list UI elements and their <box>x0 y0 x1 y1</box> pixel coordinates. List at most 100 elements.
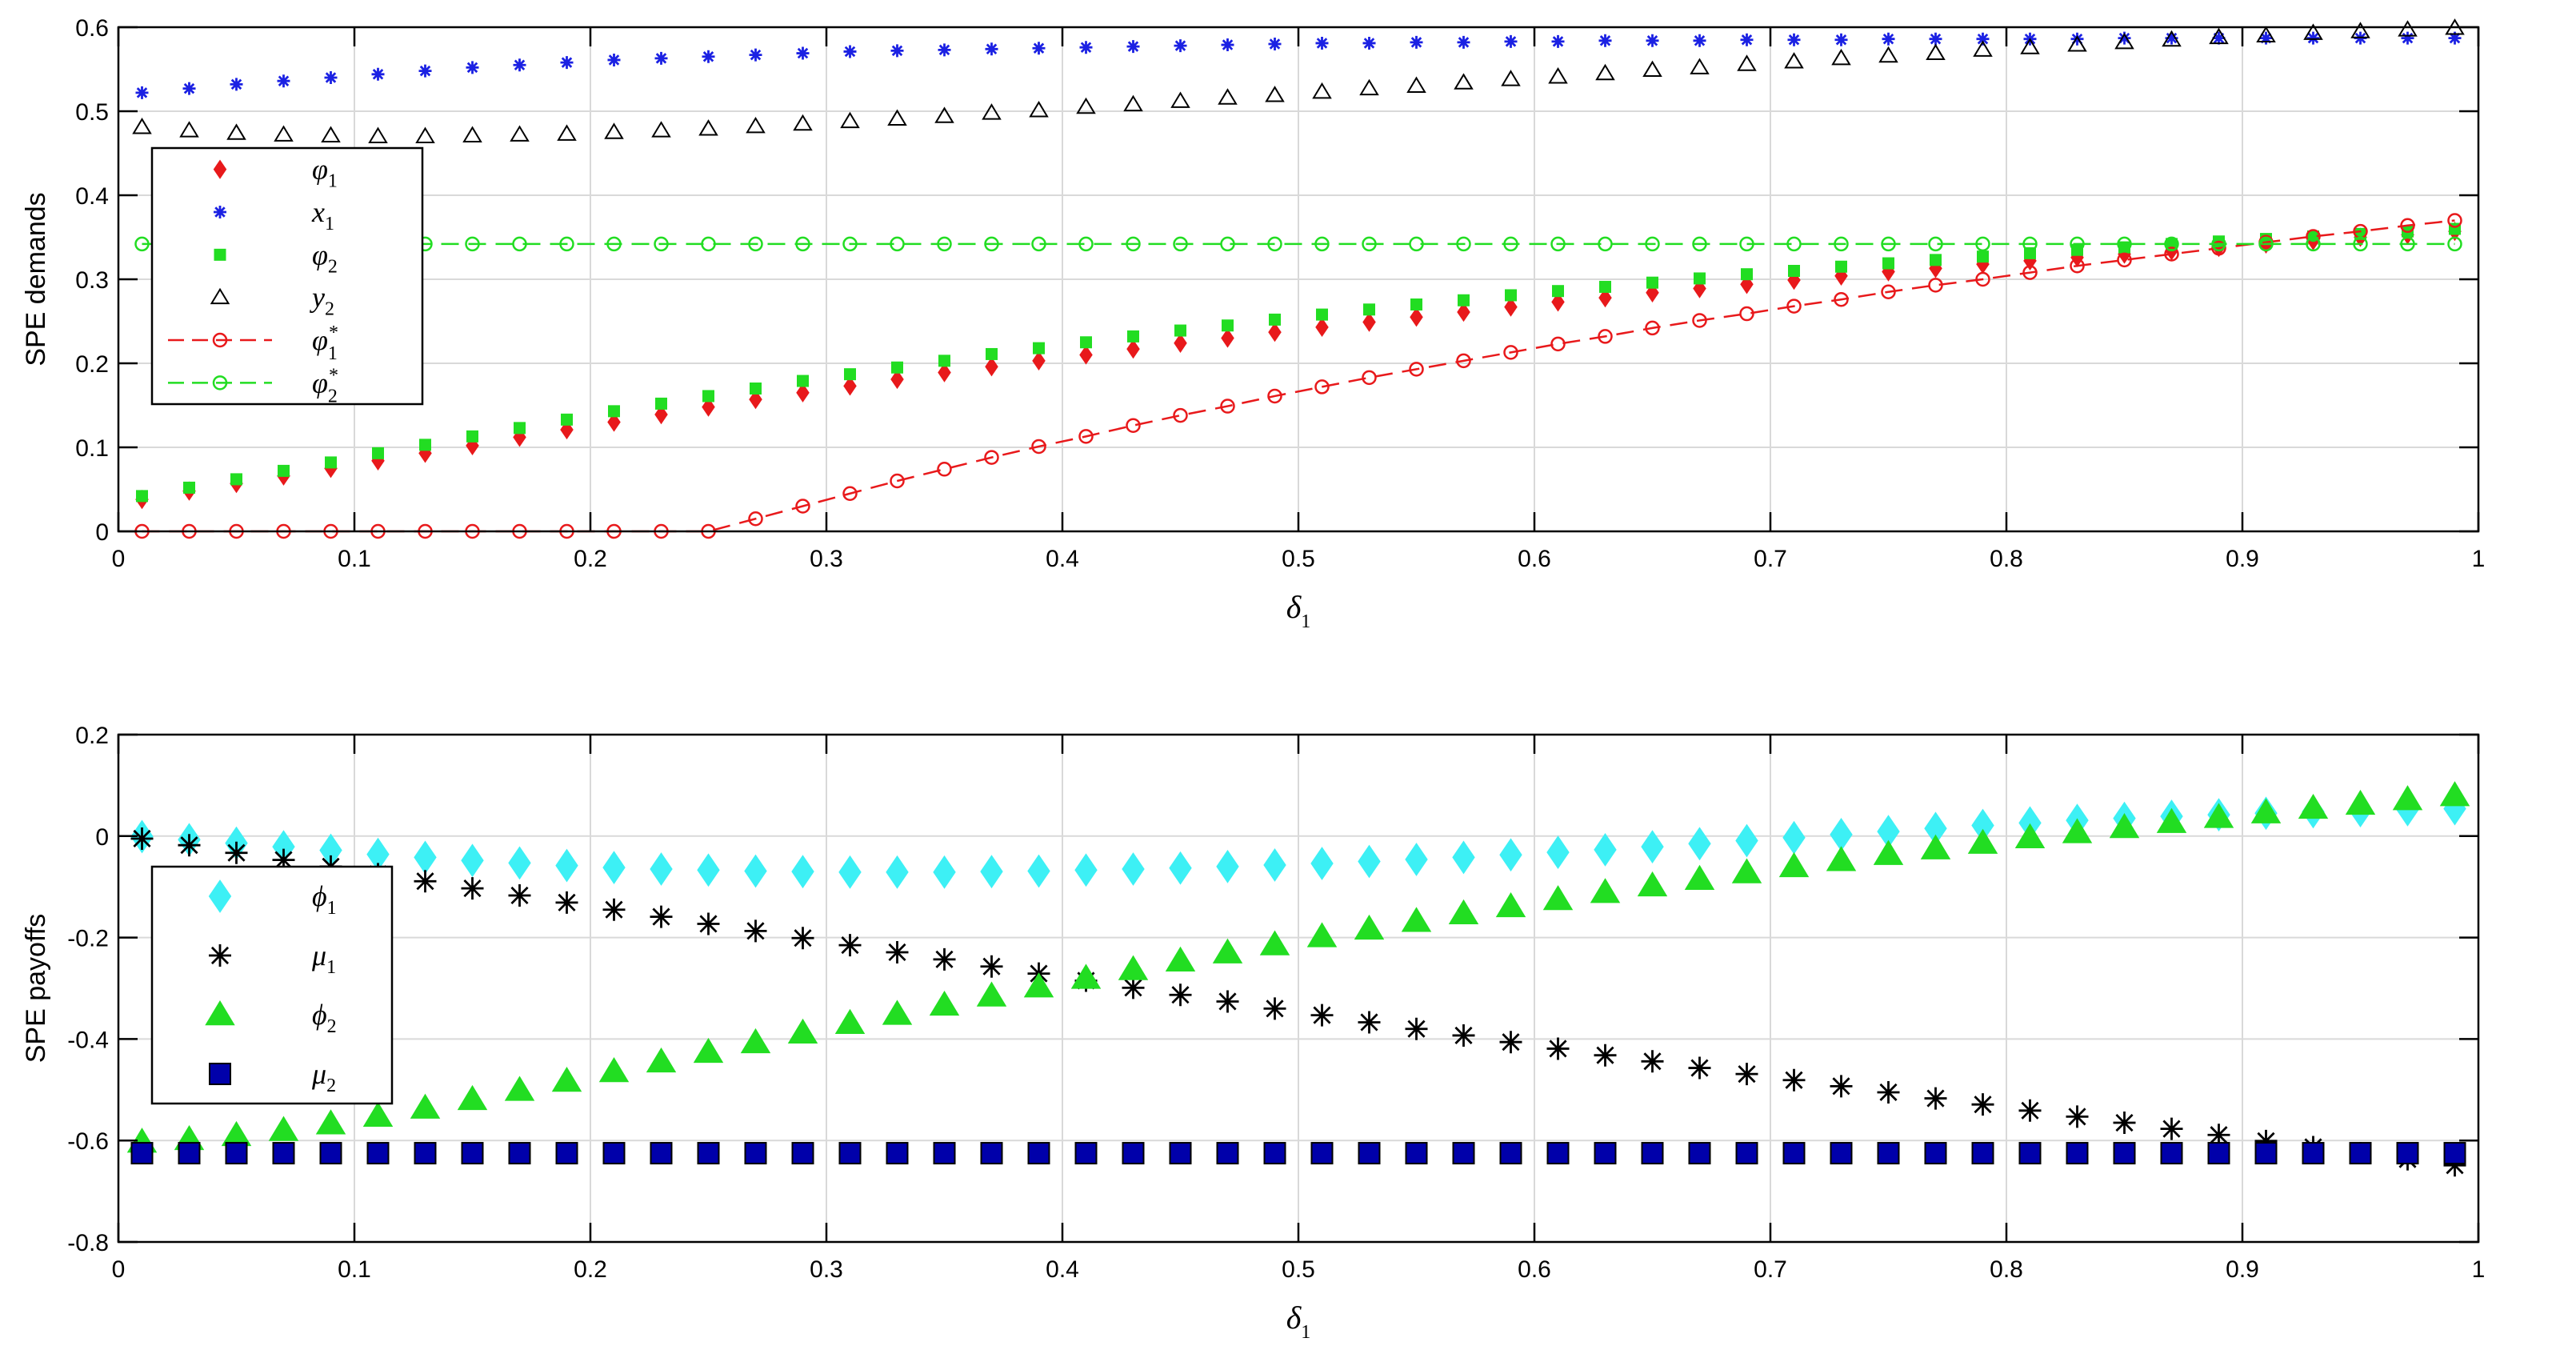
demands-series-1-point <box>1221 38 1234 52</box>
demands-series-4-point <box>748 511 763 527</box>
payoffs-x-tick-label: 0.2 <box>574 1256 607 1283</box>
demands-series-0-point <box>985 357 998 377</box>
payoffs-x-tick-label: 1 <box>2472 1256 2486 1283</box>
demands-series-4-point <box>1598 329 1613 344</box>
demands-series-5-point <box>890 236 905 252</box>
demands-series-1-point <box>466 61 479 74</box>
payoffs-x-axis-label-sub: 1 <box>1301 1322 1310 1343</box>
payoffs-series-2-point <box>976 981 1007 1007</box>
payoffs-series-1-point <box>272 848 295 871</box>
payoffs-series-2-point <box>1354 914 1385 940</box>
payoffs-series-0-point <box>650 852 673 886</box>
payoffs-series-3-point <box>414 1142 437 1165</box>
demands-series-0-point <box>654 404 668 425</box>
demands-series-5-point <box>1031 236 1046 252</box>
payoffs-series-3-point <box>838 1142 862 1165</box>
payoffs-legend-label-2: ϕ2 <box>312 999 337 1037</box>
demands-series-1-point <box>1079 41 1093 54</box>
demands-series-4-point <box>1928 278 1943 293</box>
payoffs-series-1-point <box>2018 1099 2042 1122</box>
payoffs-series-3-point <box>130 1142 154 1165</box>
demands-series-3-point <box>462 126 482 142</box>
demands-series-2-point <box>325 456 337 469</box>
payoffs-series-2-point <box>1259 930 1290 955</box>
demands-series-1-point <box>371 67 385 81</box>
payoffs-series-2-point <box>1873 839 1904 865</box>
payoffs-series-2-point <box>2250 798 2282 823</box>
demands-y-axis-label: SPE demands <box>21 192 51 366</box>
demands-series-1-point <box>702 50 715 63</box>
demands-series-0-point <box>890 369 904 390</box>
demands-series-1-point <box>2070 32 2084 46</box>
demands-series-2-point <box>655 397 667 410</box>
demands-series-3-point <box>1170 91 1190 108</box>
payoffs-series-0-point <box>1074 853 1098 887</box>
payoffs-series-3-point <box>1594 1142 1617 1165</box>
demands-series-1-point <box>277 74 290 88</box>
demands-series-3-point <box>179 121 199 138</box>
demands-series-0-point <box>749 390 762 410</box>
payoffs-series-2-point <box>598 1057 630 1083</box>
demands-series-1-point <box>135 86 149 99</box>
payoffs-series-1-point <box>1546 1037 1570 1060</box>
payoffs-series-2 <box>126 781 2470 1153</box>
payoffs-series-3-point <box>1641 1142 1664 1165</box>
demands-y-tick-label: 0.3 <box>75 267 109 294</box>
demands-series-0-point <box>1551 292 1565 312</box>
payoffs-series-2-point <box>1165 946 1196 972</box>
payoffs-series-2-point <box>929 990 960 1016</box>
demands-x-axis-label-sub: 1 <box>1301 611 1310 632</box>
payoffs-series-1-point <box>178 834 201 857</box>
demands-legend-marker-0 <box>213 159 227 179</box>
demands-series-2-point <box>466 430 478 443</box>
payoffs-series <box>126 781 2470 1177</box>
payoffs-legend-label-1: μ1 <box>311 939 336 978</box>
demands-series-5-point <box>795 236 810 252</box>
payoffs-series-0-point <box>1546 835 1570 869</box>
demands-series-2-point <box>1316 308 1328 321</box>
demands-series-1-point <box>560 56 574 70</box>
demands-series-2-point <box>419 439 431 451</box>
payoffs-series-1-point <box>2254 1129 2278 1152</box>
demands-series-4-point <box>1362 370 1377 386</box>
payoffs-legend-label-0: ϕ1 <box>312 880 337 919</box>
payoffs-series-3-point <box>1310 1142 1334 1165</box>
demands-series-1 <box>135 31 2462 99</box>
payoffs-series-0-point <box>1216 849 1239 883</box>
payoffs-series-3-point <box>980 1142 1003 1165</box>
payoffs-series-3-point <box>1735 1142 1758 1165</box>
demands-series-1-point <box>2448 31 2462 45</box>
demands-series-5-point <box>606 236 622 252</box>
payoffs-series-3-point <box>1971 1142 1994 1165</box>
demands-series-3-point <box>2162 30 2182 47</box>
demands-series-3-point <box>274 125 294 142</box>
payoffs-series-3-point <box>1877 1142 1900 1165</box>
payoffs-chart: 0 0.1 0.2 0.3 0.4 0.5 0.6 0.7 0.8 0.9 1 -0.8 -0.6 -0.… <box>21 723 2485 1343</box>
demands-series-5-point <box>1456 236 1471 252</box>
demands-series-3-point <box>1973 40 1993 57</box>
payoffs-series-3-point <box>2349 1142 2372 1165</box>
payoffs-series-1-point <box>1358 1011 1381 1034</box>
demands-series-5-point <box>2258 236 2274 252</box>
demands-series-5-point <box>1550 236 1566 252</box>
payoffs-series-3-point <box>1358 1142 1381 1165</box>
demands-series-1-point <box>654 51 668 65</box>
demands-series-2-point <box>1741 268 1753 281</box>
payoffs-legend-label-symbol-0: ϕ <box>312 880 327 912</box>
payoffs-legend-label-symbol-1: μ <box>311 939 326 971</box>
demands-series-1-point <box>1315 36 1329 50</box>
payoffs-series-1-point <box>1216 990 1239 1013</box>
payoffs-series-3-point <box>1122 1142 1145 1165</box>
demands-series-2-point <box>844 368 856 381</box>
payoffs-series-2-point <box>1542 885 1574 911</box>
payoffs-series-2-point <box>362 1101 394 1128</box>
payoffs-series-1-point <box>1971 1093 1994 1116</box>
demands-series-0-point <box>702 397 715 417</box>
demands-series-0-point <box>1315 317 1329 337</box>
demands-series-5-point <box>2306 236 2321 252</box>
payoffs-series-1-point <box>1594 1044 1617 1067</box>
payoffs-series-0-point <box>1169 851 1192 885</box>
payoffs-series-2-point <box>2298 793 2329 819</box>
payoffs-series-1-point <box>791 927 814 950</box>
